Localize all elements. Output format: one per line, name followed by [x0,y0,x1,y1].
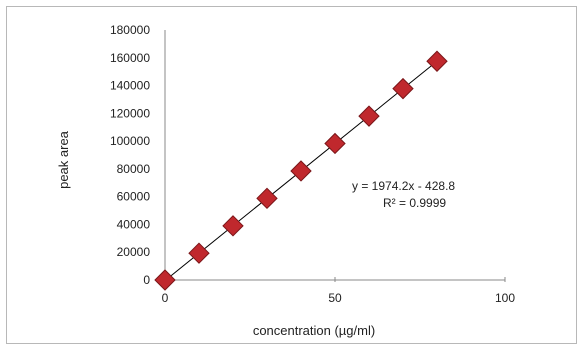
y-tick-label: 140000 [110,79,150,93]
y-tick-label: 20000 [117,245,151,259]
x-tick-label: 100 [495,291,515,305]
trendline-r-squared: R² = 0.9999 [383,196,446,210]
data-point [358,105,380,127]
y-axis-label: peak area [56,130,71,189]
y-tick-label: 40000 [117,217,151,231]
x-axis-label: concentration (µg/ml) [253,323,375,338]
chart-frame [6,6,577,344]
x-tick-labels: 0 50 100 [162,277,515,305]
y-tick-label: 160000 [110,51,150,65]
y-tick-label: 60000 [117,190,151,204]
data-point [154,269,176,291]
trendline-equation: y = 1974.2x - 428.8 [352,179,455,193]
data-point [392,77,414,100]
y-tick-label: 0 [143,273,150,287]
data-points [154,50,448,291]
data-point [324,132,346,155]
data-point [426,50,448,72]
y-tick-label: 100000 [110,134,150,148]
data-point [290,160,312,182]
data-point [188,242,210,264]
y-tick-label: 80000 [117,162,151,176]
data-point [222,215,244,237]
x-tick-label: 0 [162,291,169,305]
data-point [256,187,278,210]
y-tick-labels: 0 20000 40000 60000 80000 100000 120000 140000 1… [110,23,150,287]
y-tick-label: 180000 [110,23,150,37]
x-tick-label: 50 [328,291,342,305]
y-tick-label: 120000 [110,106,150,120]
